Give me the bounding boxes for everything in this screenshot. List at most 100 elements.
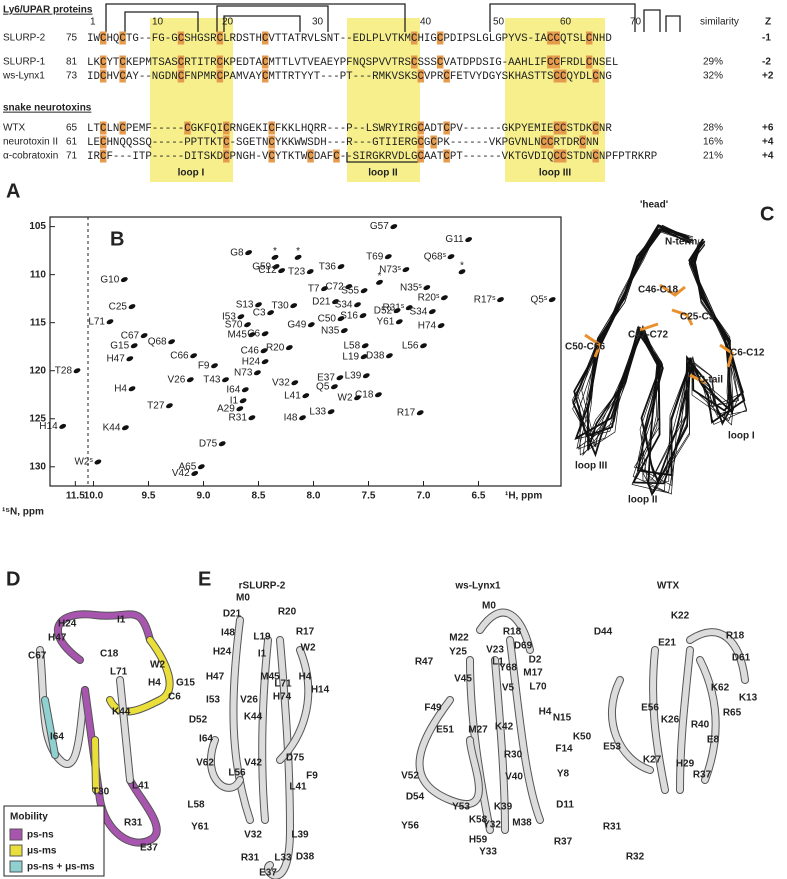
residue-label: M38 [512, 818, 532, 829]
cysteine-highlight [119, 69, 126, 83]
backbone-trace [579, 227, 748, 492]
peak [248, 332, 256, 338]
peak [423, 285, 431, 291]
peak-label: C25 [109, 301, 128, 312]
structure-title: WTX [657, 581, 680, 592]
peak-label: S70 [225, 319, 243, 330]
peak [272, 264, 280, 270]
residue-label: E37 [259, 868, 277, 879]
residue-label: D69 [514, 641, 533, 652]
peak [267, 310, 274, 316]
peak-label: R17ˢ [474, 294, 496, 305]
cysteine-highlight [553, 149, 561, 163]
residue-label: L41 [289, 782, 307, 793]
residue-label: R37 [693, 770, 712, 781]
peak-label: I48 [284, 412, 298, 423]
sequence: LTCLNCPEMF-----CGKFQICRNGEKICFKKLHQRR---… [87, 123, 612, 135]
x-tick-label: 6.5 [472, 491, 486, 502]
residue-label: V26 [240, 695, 258, 706]
position-number: 40 [420, 17, 432, 28]
protein-name: α-cobratoxin [3, 151, 58, 162]
residue-label: W2 [301, 643, 316, 654]
peak [120, 277, 128, 283]
cysteine-highlight [417, 69, 424, 83]
residue-label: R40 [691, 720, 710, 731]
residue-label: H4 [299, 672, 312, 683]
peak [390, 224, 398, 230]
similarity: 29% [703, 57, 723, 68]
residue-label: K27 [643, 755, 662, 766]
residue-label: F14 [555, 744, 573, 755]
peak-label: C3 [253, 307, 266, 318]
cysteine-highlight [119, 31, 126, 45]
residue-label: K44 [112, 707, 131, 718]
peak [321, 286, 328, 292]
ribbon [92, 737, 99, 793]
z-score: +4 [762, 137, 774, 148]
residue-label: Y68 [499, 663, 517, 674]
backbone-trace [575, 229, 744, 487]
x-tick-label: 7.0 [417, 491, 431, 502]
peak-label: * [460, 260, 464, 271]
residue-label: E53 [603, 742, 621, 753]
cysteine-highlight [443, 121, 450, 135]
cysteine-highlight [592, 121, 599, 135]
residue-label: D21 [223, 609, 242, 620]
residue-label: K58 [469, 815, 488, 826]
cysteine-highlight [411, 55, 418, 69]
peak [465, 237, 472, 243]
peak [458, 269, 466, 275]
x-axis-label: ¹H, ppm [505, 491, 542, 502]
peak-label: Q68 [148, 336, 167, 347]
sequence: IRCF---ITP-----DITSKDCPNGH-VCYTKTWCDAFC-… [87, 151, 657, 163]
peak-label: H74 [418, 320, 437, 331]
peak-label: S34 [410, 306, 428, 317]
peak-label: C66 [170, 350, 189, 361]
residue-label: R31 [124, 818, 143, 829]
peak-label: G15 [110, 340, 129, 351]
ribbon [677, 647, 693, 793]
panel-label: B [110, 228, 124, 250]
residue-label: E8 [707, 735, 720, 746]
peak [354, 395, 361, 401]
peak [336, 375, 344, 381]
peak-label: L39 [345, 370, 362, 381]
cysteine-highlight [261, 69, 269, 83]
ribbon [492, 657, 508, 833]
residue-label: L33 [274, 853, 292, 864]
peak-label: Q68ˢ [424, 251, 447, 262]
peak [362, 373, 370, 379]
peak [359, 313, 367, 319]
peak-label: G57 [370, 221, 389, 232]
peak-label: C18 [355, 389, 374, 400]
peak [393, 308, 401, 314]
peak-label: D38 [366, 350, 385, 361]
peak-label: G59 [252, 261, 271, 272]
peak [126, 356, 134, 362]
cysteine-highlight [443, 69, 450, 83]
y-tick-label: 120 [29, 365, 46, 376]
cysteine-highlight [119, 55, 126, 69]
residue-label: R17 [296, 627, 315, 638]
peak-label: G8 [230, 247, 244, 258]
peak-label: T27 [147, 400, 165, 411]
peak [384, 254, 392, 260]
residue-label: D44 [594, 627, 613, 638]
peak [255, 302, 262, 308]
backbone-trace [572, 224, 734, 480]
structure-label: C46-C18 [638, 285, 678, 296]
peak-label: R31 [229, 412, 248, 423]
peak-label: H4 [114, 383, 127, 394]
section-title: Ly6/UPAR proteins [3, 5, 93, 16]
cysteine-highlight [579, 135, 586, 149]
peak [261, 359, 269, 365]
panel-label: C [760, 203, 774, 225]
residue-label: R37 [554, 837, 573, 848]
legend-title: Mobility [10, 812, 48, 823]
residue-label: Y56 [401, 821, 419, 832]
cysteine-highlight [99, 135, 107, 149]
peak [299, 415, 306, 421]
residue-label: V42 [244, 758, 262, 769]
ribbon [416, 697, 482, 807]
residue-label: Y25 [449, 647, 467, 658]
